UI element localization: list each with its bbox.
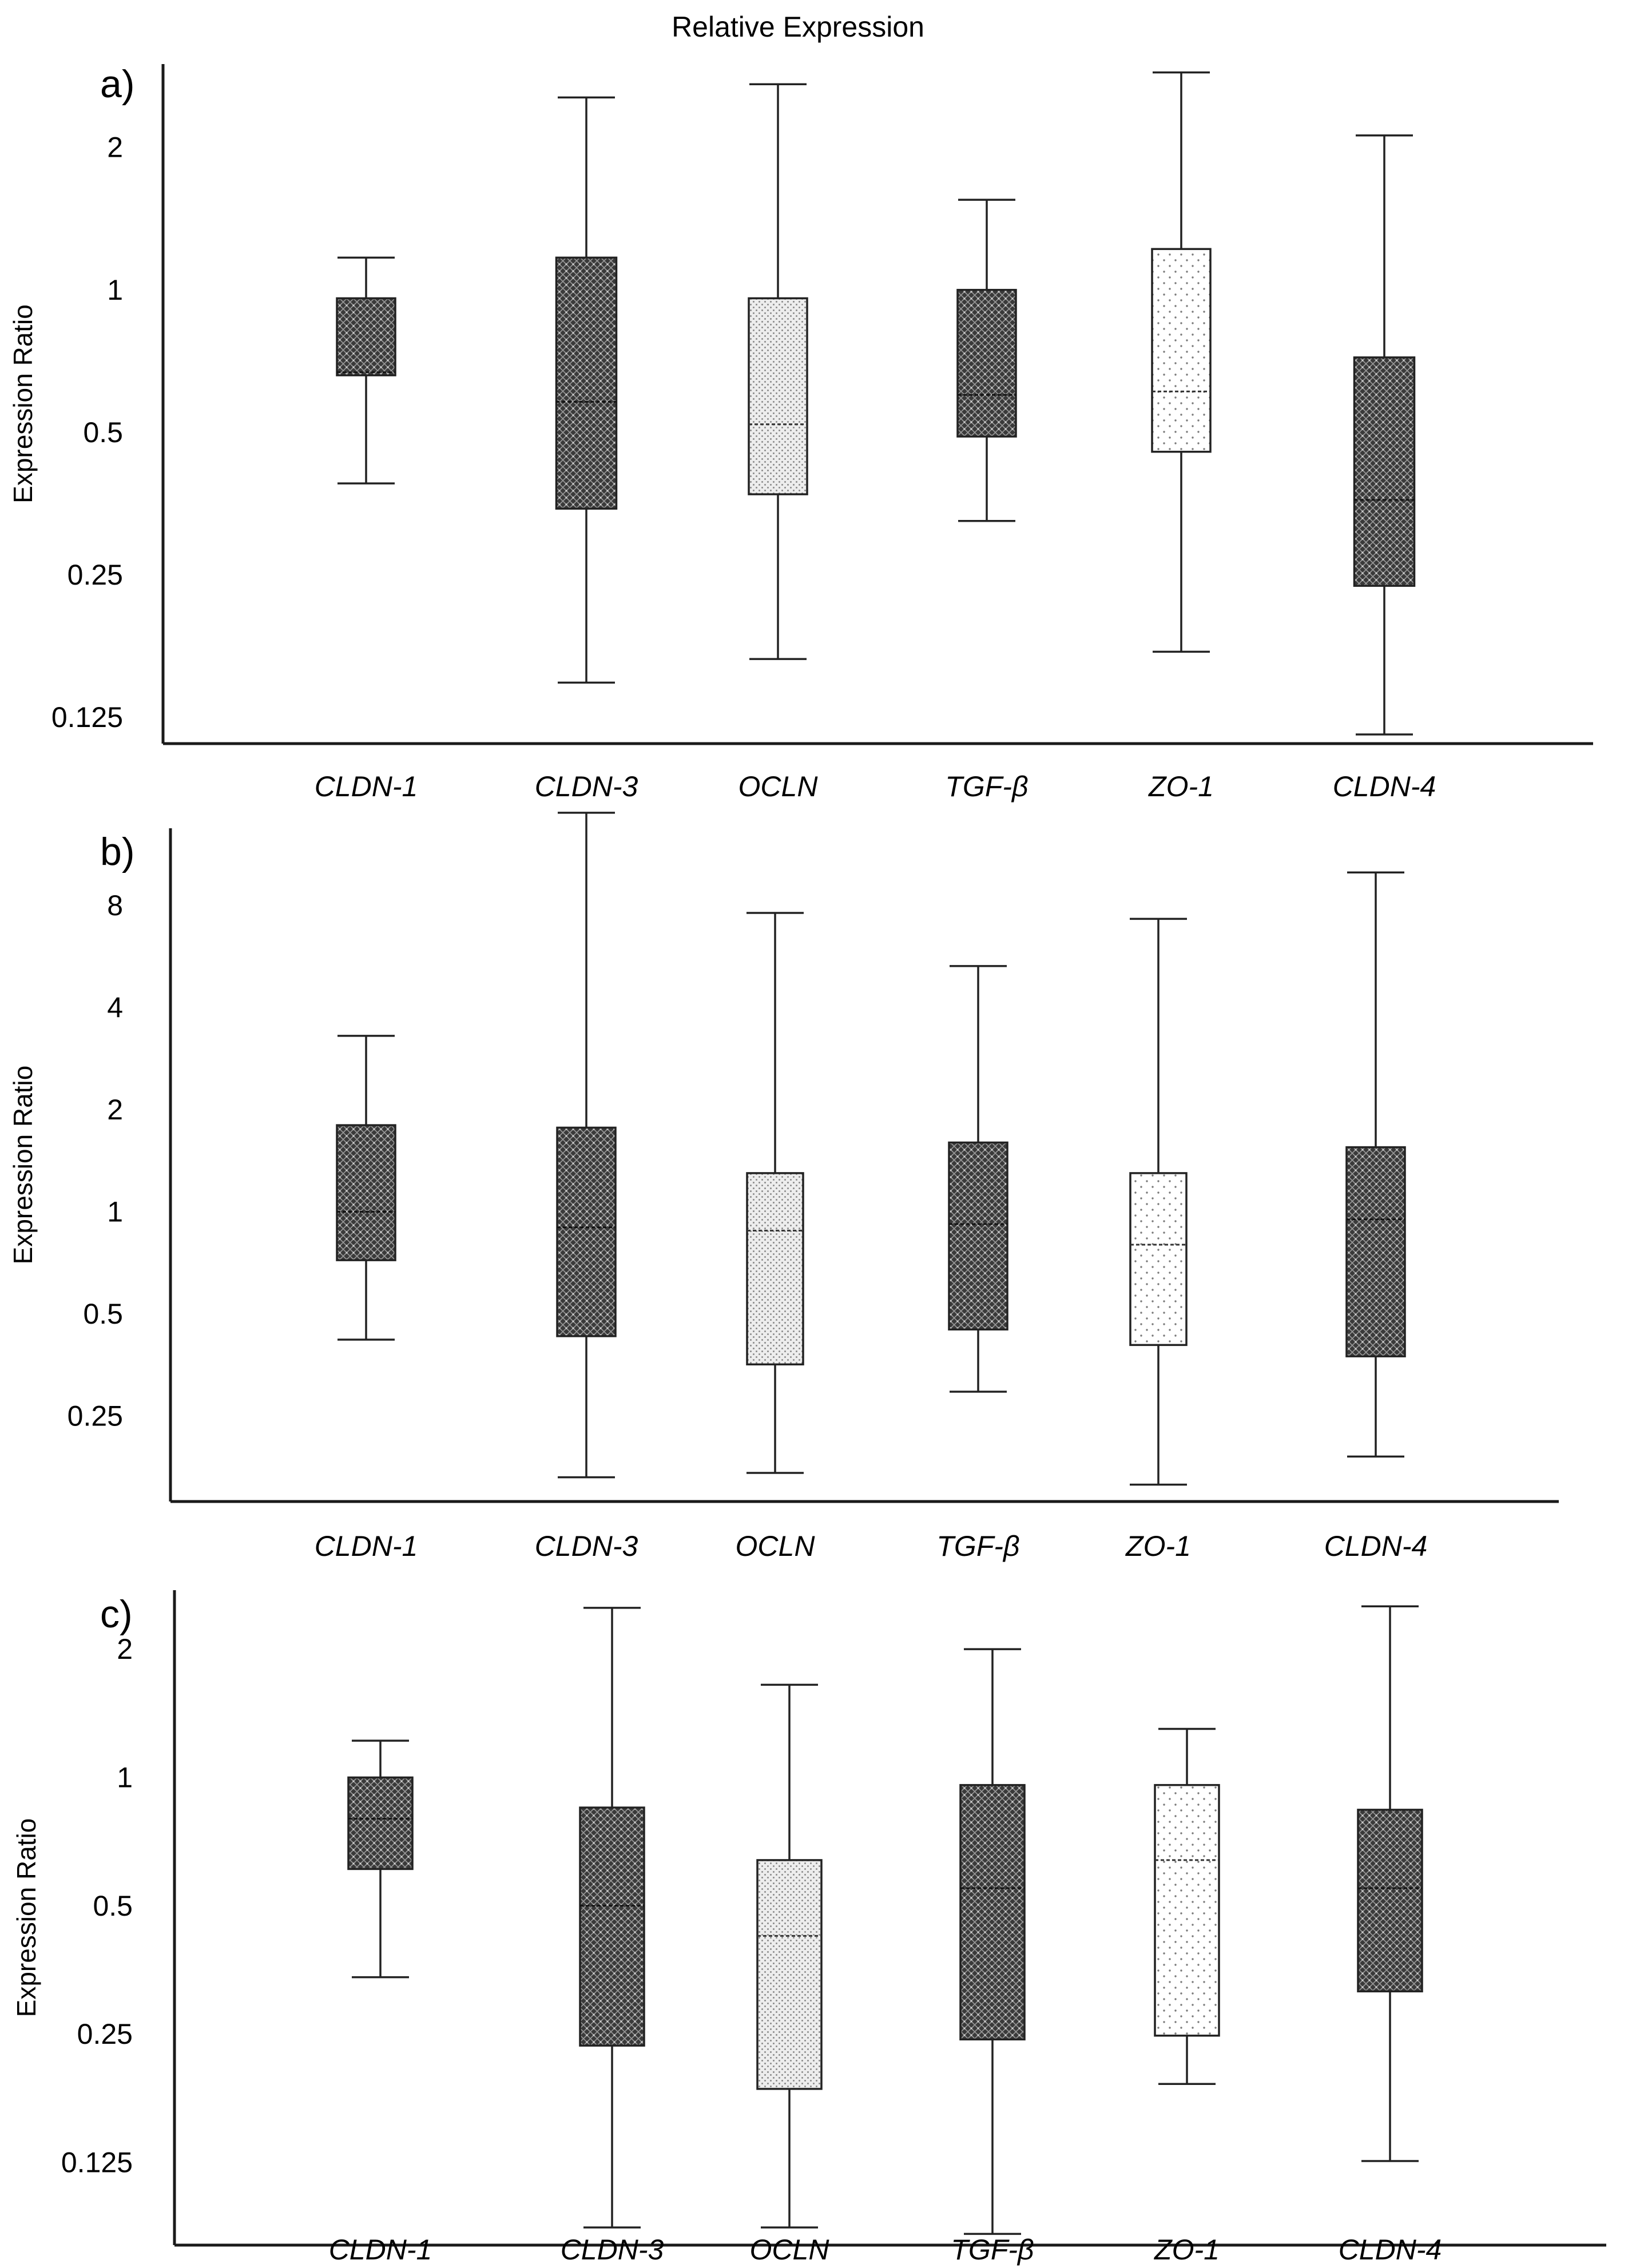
y-tick-label: 0.25 (67, 559, 123, 591)
box-cldn-3 (579, 1607, 645, 2229)
category-label: ZO-1 (1125, 1530, 1191, 1562)
y-tick-label: 1 (117, 1761, 133, 1793)
iqr-box (579, 1806, 645, 2047)
box-ocln (756, 1683, 823, 2229)
iqr-box (956, 289, 1017, 438)
iqr-box (555, 256, 618, 510)
category-label: CLDN-3 (535, 770, 638, 803)
iqr-box (1353, 356, 1416, 587)
panel-b: b) Expression Ratio 0.25 0.5 1 2 4 8 CLDN-1 CLDN-… (8, 812, 1559, 1562)
category-label: ZO-1 (1148, 770, 1214, 803)
category-label: CLDN-1 (315, 1530, 418, 1562)
box-zo-1 (1129, 917, 1188, 1486)
y-tick-label: 0.5 (83, 1298, 123, 1330)
iqr-box (746, 1172, 804, 1366)
y-tick-label: 2 (107, 1094, 123, 1126)
category-label: CLDN-4 (1333, 770, 1436, 803)
category-label: CLDN-4 (1324, 1530, 1428, 1562)
iqr-box (959, 1784, 1026, 2041)
category-label: CLDN-1 (329, 2234, 432, 2266)
category-label: CLDN-3 (561, 2234, 664, 2266)
box-tgf- (959, 1648, 1026, 2235)
y-tick-label: 0.25 (77, 2018, 133, 2050)
y-tick-label: 2 (107, 132, 123, 164)
box-cldn-3 (556, 812, 617, 1479)
iqr-box (347, 1776, 414, 1870)
iqr-box (556, 1126, 617, 1337)
iqr-box (1345, 1146, 1406, 1357)
y-tick-label: 0.125 (51, 701, 123, 733)
iqr-box (1154, 1784, 1220, 2037)
category-label: CLDN-1 (315, 770, 418, 803)
y-axis-label: Expression Ratio (8, 1066, 38, 1265)
category-label: OCLN (750, 2234, 830, 2266)
box-tgf- (948, 965, 1008, 1393)
box-cldn-4 (1357, 1605, 1423, 2162)
panel-c: c) Expression Ratio 0.125 0.25 0.5 1 2 CLDN-1 CL… (11, 1590, 1606, 2266)
iqr-box (1151, 248, 1212, 453)
box-cldn-4 (1345, 871, 1406, 1458)
box-ocln (746, 912, 804, 1474)
category-label: CLDN-4 (1339, 2234, 1442, 2266)
box-cldn-1 (336, 256, 396, 484)
box-zo-1 (1151, 71, 1212, 653)
category-label: OCLN (738, 770, 819, 803)
y-tick-label: 1 (107, 1195, 123, 1228)
iqr-box (336, 1124, 396, 1261)
iqr-box (1129, 1172, 1188, 1346)
panel-label: a) (100, 62, 134, 106)
box-cldn-3 (555, 96, 618, 684)
box-ocln (748, 83, 808, 660)
category-label: TGF-β (945, 770, 1028, 803)
y-tick-label: 0.25 (67, 1400, 123, 1432)
y-axis-label: Expression Ratio (11, 1818, 41, 2017)
panel-a: a) Expression Ratio 0.125 0.25 0.5 1 2 CLDN-1 CL… (8, 62, 1593, 803)
iqr-box (748, 297, 808, 495)
y-tick-label: 2 (117, 1633, 133, 1665)
y-axis-label: Expression Ratio (8, 304, 38, 503)
y-tick-label: 8 (107, 889, 123, 922)
y-tick-label: 0.5 (83, 416, 123, 448)
box-cldn-1 (347, 1739, 414, 1979)
y-tick-label: 0.5 (93, 1890, 133, 1922)
category-label: OCLN (736, 1530, 816, 1562)
iqr-box (1357, 1809, 1423, 1993)
box-zo-1 (1154, 1727, 1220, 2086)
category-label: TGF-β (936, 1530, 1019, 1562)
category-label: ZO-1 (1154, 2234, 1220, 2266)
box-cldn-1 (336, 1035, 396, 1341)
y-tick-label: 1 (107, 274, 123, 306)
iqr-box (336, 297, 396, 376)
box-cldn-4 (1353, 134, 1416, 736)
panel-label: b) (100, 830, 134, 873)
y-tick-label: 0.125 (61, 2147, 133, 2179)
panel-label: c) (100, 1592, 133, 1636)
iqr-box (948, 1141, 1008, 1330)
box-tgf- (956, 198, 1017, 522)
iqr-box (756, 1859, 823, 2090)
category-label: CLDN-3 (535, 1530, 638, 1562)
category-label: TGF-β (951, 2234, 1034, 2266)
figure-title: Relative Expression (672, 11, 924, 43)
y-tick-label: 4 (107, 991, 123, 1023)
